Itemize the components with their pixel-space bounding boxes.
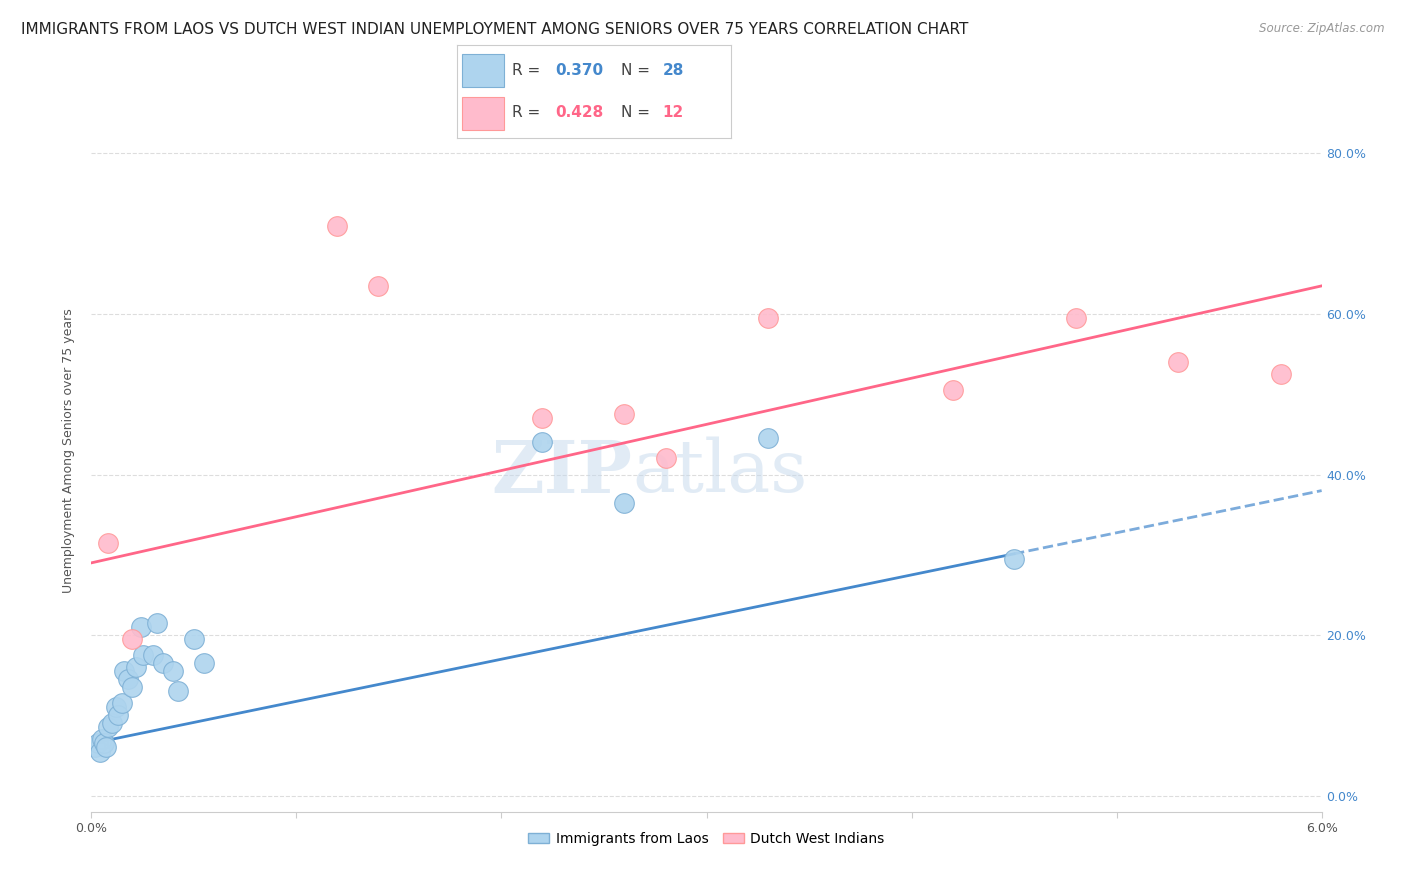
Point: [1270, 367, 1292, 381]
Point: [112, 664, 135, 678]
Text: atlas: atlas: [633, 437, 808, 508]
Point: [193, 657, 215, 671]
Point: [86, 737, 108, 751]
Point: [613, 407, 636, 421]
Point: [183, 632, 205, 646]
Point: [142, 648, 165, 662]
Point: [531, 435, 554, 450]
Point: [654, 451, 676, 466]
FancyBboxPatch shape: [463, 54, 503, 87]
Point: [367, 278, 389, 293]
Text: 12: 12: [662, 105, 683, 120]
FancyBboxPatch shape: [463, 97, 503, 130]
Point: [94, 740, 117, 755]
Text: R =: R =: [512, 62, 546, 78]
Point: [105, 700, 127, 714]
Point: [756, 310, 779, 325]
Point: [129, 620, 152, 634]
Point: [613, 495, 636, 509]
Text: ZIP: ZIP: [492, 437, 633, 508]
Point: [90, 732, 112, 747]
Point: [84, 740, 107, 755]
Text: 0.370: 0.370: [555, 62, 603, 78]
Point: [1064, 310, 1087, 325]
Point: [117, 673, 139, 687]
Point: [531, 411, 554, 425]
Point: [131, 648, 153, 662]
Point: [152, 657, 174, 671]
Legend: Immigrants from Laos, Dutch West Indians: Immigrants from Laos, Dutch West Indians: [523, 827, 890, 852]
Point: [756, 431, 779, 445]
Text: N =: N =: [621, 105, 655, 120]
Text: N =: N =: [621, 62, 655, 78]
Point: [162, 664, 184, 678]
Point: [107, 708, 129, 723]
Y-axis label: Unemployment Among Seniors over 75 years: Unemployment Among Seniors over 75 years: [62, 308, 76, 593]
Text: IMMIGRANTS FROM LAOS VS DUTCH WEST INDIAN UNEMPLOYMENT AMONG SENIORS OVER 75 YEA: IMMIGRANTS FROM LAOS VS DUTCH WEST INDIA…: [21, 22, 969, 37]
Point: [146, 615, 169, 630]
Point: [121, 632, 143, 646]
Point: [111, 696, 134, 710]
Point: [97, 721, 120, 735]
Point: [125, 660, 148, 674]
Text: Source: ZipAtlas.com: Source: ZipAtlas.com: [1260, 22, 1385, 36]
Point: [942, 383, 965, 397]
Point: [326, 219, 349, 233]
Text: R =: R =: [512, 105, 546, 120]
Point: [97, 535, 120, 549]
Point: [1002, 551, 1025, 566]
Text: 28: 28: [662, 62, 683, 78]
Point: [121, 680, 143, 694]
Point: [89, 744, 111, 758]
Point: [1167, 355, 1189, 369]
Point: [93, 737, 115, 751]
Point: [101, 716, 124, 731]
Text: 0.428: 0.428: [555, 105, 605, 120]
Point: [166, 684, 188, 698]
